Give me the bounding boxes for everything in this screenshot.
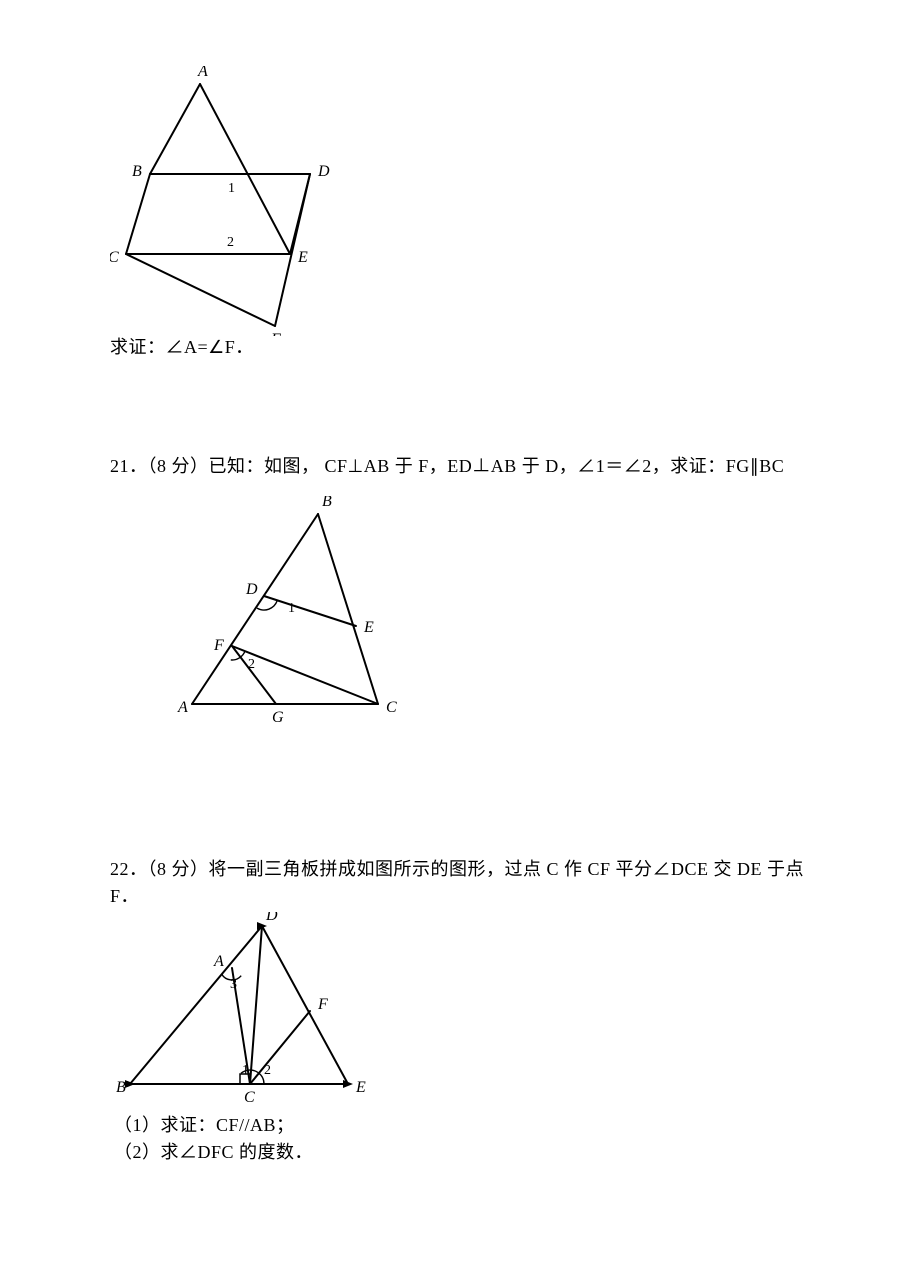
svg-text:D: D <box>265 912 278 924</box>
q22-stem: 22．（8 分）将一副三角板拼成如图所示的图形，过点 C 作 CF 平分∠DCE… <box>110 856 810 910</box>
svg-text:A: A <box>177 699 188 716</box>
q21-number: 21 <box>110 456 129 476</box>
svg-text:2: 2 <box>264 1063 271 1078</box>
svg-text:E: E <box>355 1079 366 1096</box>
svg-text:B: B <box>116 1079 126 1096</box>
svg-text:1: 1 <box>242 1063 249 1078</box>
figure-1-wrap: 1 2 A B D C E F <box>110 66 810 336</box>
svg-text:1: 1 <box>288 601 295 616</box>
svg-text:D: D <box>245 581 258 598</box>
q22-sub-1: （1）求证：CF//AB； <box>110 1112 810 1139</box>
svg-text:E: E <box>297 249 308 266</box>
svg-text:B: B <box>322 496 332 510</box>
svg-text:F: F <box>213 637 224 654</box>
svg-text:G: G <box>272 709 284 726</box>
q22-number: 22 <box>110 859 129 879</box>
spacer-1 <box>110 361 810 453</box>
figure-21-wrap: 1 2 A G C B D E F <box>170 496 810 726</box>
figure-1-conclusion: 求证：∠A=∠F． <box>110 334 810 361</box>
svg-text:D: D <box>317 163 330 180</box>
svg-text:C: C <box>244 1089 255 1106</box>
q21-stem: 21．（8 分）已知：如图， CF⊥AB 于 F，ED⊥AB 于 D，∠1＝∠2… <box>110 453 810 480</box>
q21-points: （8 分） <box>148 456 209 476</box>
q22-body: 将一副三角板拼成如图所示的图形，过点 C 作 CF 平分∠DCE 交 DE 于点… <box>110 859 804 906</box>
figure-22-wrap: 3 12 B C E D A F <box>116 912 810 1112</box>
q22-points: （8 分） <box>148 859 209 879</box>
svg-text:F: F <box>270 331 281 336</box>
svg-text:C: C <box>386 699 397 716</box>
q22-sub-2: （2）求∠DFC 的度数． <box>110 1139 810 1166</box>
spacer-2 <box>110 726 810 856</box>
figure-1: 1 2 A B D C E F <box>110 66 330 336</box>
svg-text:E: E <box>363 619 374 636</box>
svg-text:3: 3 <box>230 977 237 992</box>
svg-text:C: C <box>110 249 119 266</box>
svg-text:B: B <box>132 163 142 180</box>
svg-text:2: 2 <box>227 235 234 250</box>
svg-text:A: A <box>213 953 224 970</box>
svg-text:A: A <box>197 66 208 80</box>
svg-text:1: 1 <box>228 181 235 196</box>
svg-text:2: 2 <box>248 657 255 672</box>
svg-text:F: F <box>317 996 328 1013</box>
page: 12ABDCEF 求证：∠A=∠F． 21．（8 分）已知：如图， CF⊥AB … <box>0 0 920 1274</box>
figure-21: 1 2 A G C B D E F <box>170 496 410 726</box>
figure-22: 3 12 B C E D A F <box>116 912 376 1112</box>
q21-body: 已知：如图， CF⊥AB 于 F，ED⊥AB 于 D，∠1＝∠2，求证：FG∥B… <box>209 456 785 476</box>
